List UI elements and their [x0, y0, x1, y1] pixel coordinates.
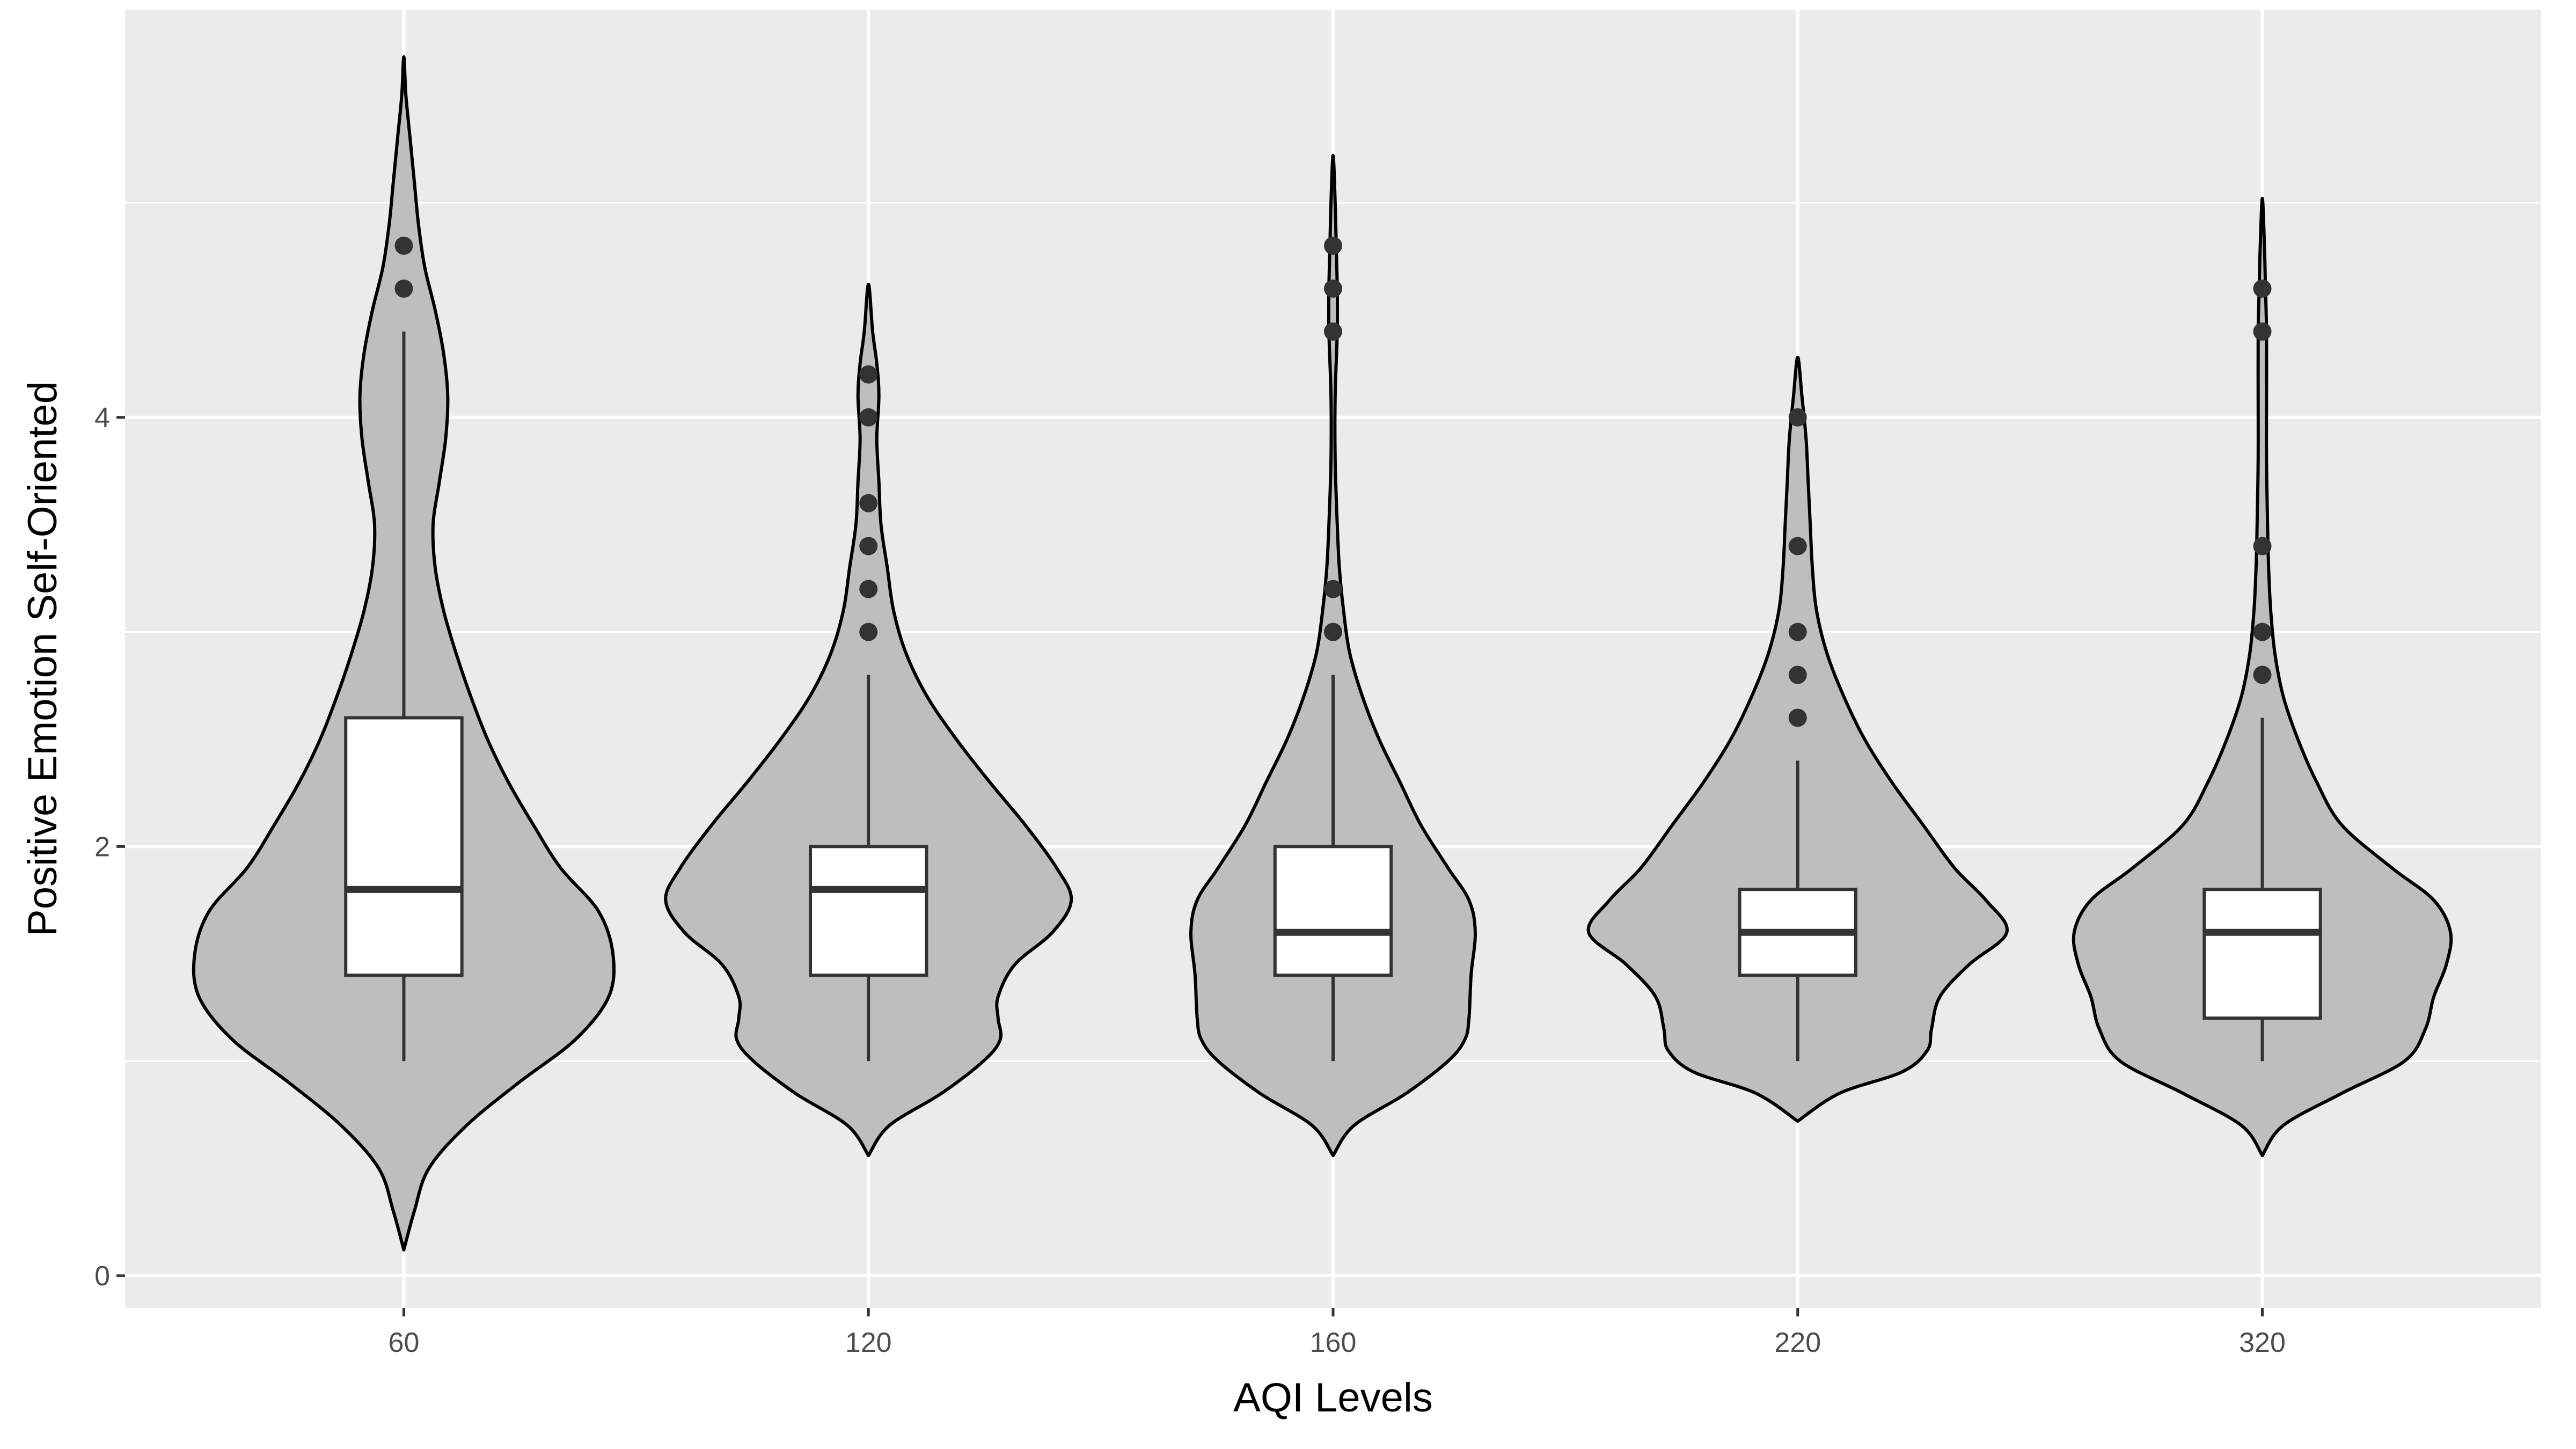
- box-160: [1273, 845, 1393, 977]
- box-120: [809, 845, 928, 977]
- outlier-point: [1788, 408, 1807, 427]
- outlier-point: [2253, 537, 2272, 555]
- y-tick-label: 4: [94, 402, 110, 434]
- outlier-point: [1324, 623, 1342, 641]
- x-tick-label: 160: [1310, 1327, 1357, 1358]
- box-60: [344, 716, 464, 977]
- outlier-point: [2253, 623, 2272, 641]
- x-axis: 60 120 160 220 320: [389, 1308, 2286, 1358]
- y-axis-title: Positive Emotion Self-Oriented: [20, 381, 65, 936]
- outlier-point: [1788, 537, 1807, 555]
- outlier-point: [1324, 322, 1342, 341]
- outlier-point: [2253, 322, 2272, 341]
- outlier-point: [2253, 279, 2272, 298]
- outlier-point: [394, 279, 413, 298]
- outlier-point: [859, 494, 878, 513]
- violin-160: [1189, 153, 1477, 1158]
- outlier-point: [394, 236, 413, 255]
- outlier-point: [2253, 665, 2272, 684]
- violin-220: [1586, 355, 2009, 1123]
- outlier-point: [1324, 580, 1342, 598]
- outlier-point: [859, 408, 878, 427]
- y-tick-label: 0: [94, 1261, 110, 1292]
- outlier-point: [859, 537, 878, 555]
- x-tick-label: 220: [1774, 1327, 1821, 1358]
- outlier-point: [859, 580, 878, 598]
- x-tick-label: 120: [845, 1327, 892, 1358]
- box-320: [2202, 888, 2322, 1020]
- x-tick-label: 60: [389, 1327, 420, 1358]
- outlier-point: [1324, 279, 1342, 298]
- x-axis-title: AQI Levels: [1233, 1375, 1433, 1421]
- boxplot-layer: [344, 331, 2322, 1062]
- outlier-point: [859, 365, 878, 384]
- outlier-point: [1788, 708, 1807, 727]
- x-tick-label: 320: [2239, 1327, 2286, 1358]
- outlier-point: [1788, 665, 1807, 684]
- outlier-point: [859, 623, 878, 641]
- outlier-point: [1788, 623, 1807, 641]
- y-tick-label: 2: [94, 831, 110, 862]
- y-axis: 0 2 4: [94, 402, 125, 1292]
- outlier-point: [1324, 236, 1342, 255]
- outlier-layer: [394, 236, 2272, 727]
